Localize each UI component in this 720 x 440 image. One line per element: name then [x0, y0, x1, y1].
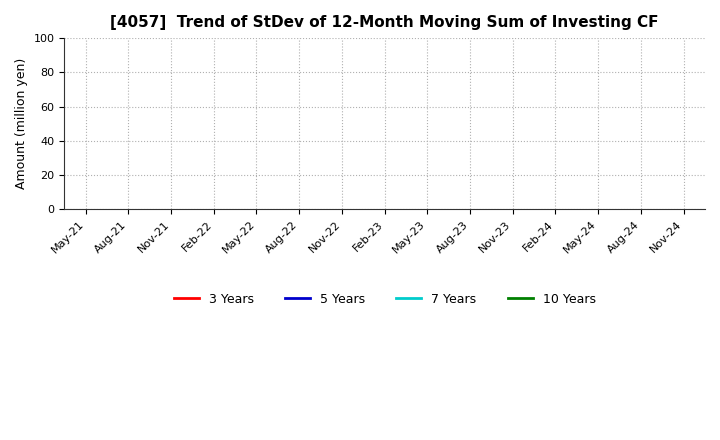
Title: [4057]  Trend of StDev of 12-Month Moving Sum of Investing CF: [4057] Trend of StDev of 12-Month Moving…	[110, 15, 659, 30]
Y-axis label: Amount (million yen): Amount (million yen)	[15, 58, 28, 189]
Legend: 3 Years, 5 Years, 7 Years, 10 Years: 3 Years, 5 Years, 7 Years, 10 Years	[168, 288, 600, 311]
